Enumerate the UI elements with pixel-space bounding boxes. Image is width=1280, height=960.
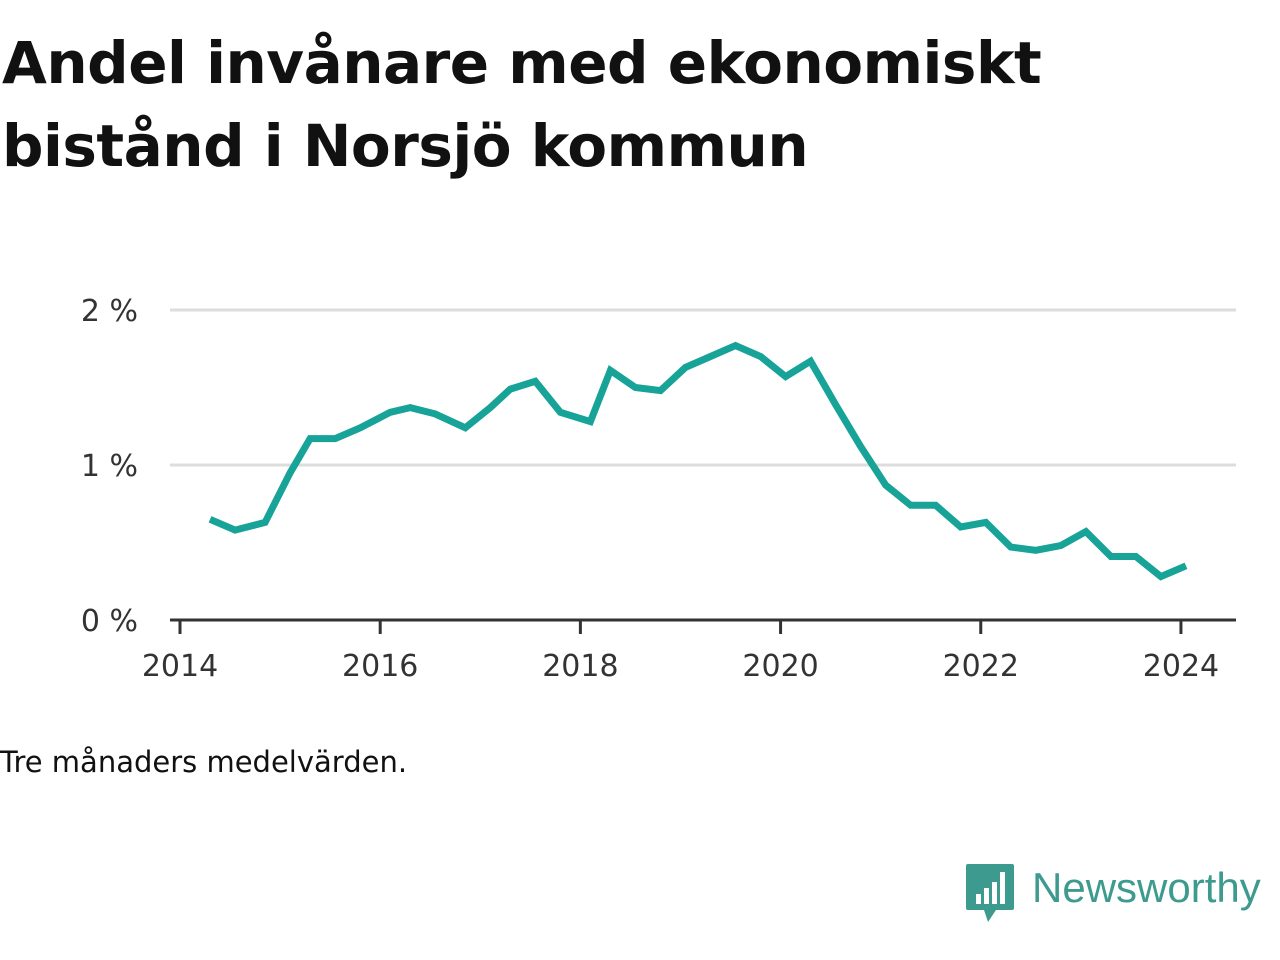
chart-title: Andel invånare med ekonomiskt bistånd i … — [2, 29, 1042, 180]
brand: Newsworthy — [964, 862, 1261, 926]
newsworthy-logo-icon — [966, 864, 1014, 922]
y-tick-label: 0 % — [81, 604, 138, 639]
x-tick-label: 2016 — [342, 649, 418, 684]
x-tick-label: 2020 — [742, 649, 818, 684]
y-tick-label: 2 % — [81, 294, 138, 329]
y-tick-label: 1 % — [81, 449, 138, 484]
brand-name: Newsworthy — [1032, 864, 1261, 911]
series-layer — [208, 341, 1188, 581]
x-tick-label: 2022 — [943, 649, 1019, 684]
x-tick-label: 2014 — [142, 649, 218, 684]
x-tick-label: 2024 — [1143, 649, 1219, 684]
series-line — [208, 341, 1188, 581]
y-tick-labels: 0 % 1 % 2 % — [81, 294, 138, 639]
x-axis — [170, 618, 1236, 634]
footnote: Tre månaders medelvärden. — [0, 745, 408, 779]
x-tick-labels: 2014 2016 2018 2020 2022 2024 — [142, 649, 1219, 684]
x-tick-label: 2018 — [542, 649, 618, 684]
grid-lines — [170, 308, 1236, 467]
